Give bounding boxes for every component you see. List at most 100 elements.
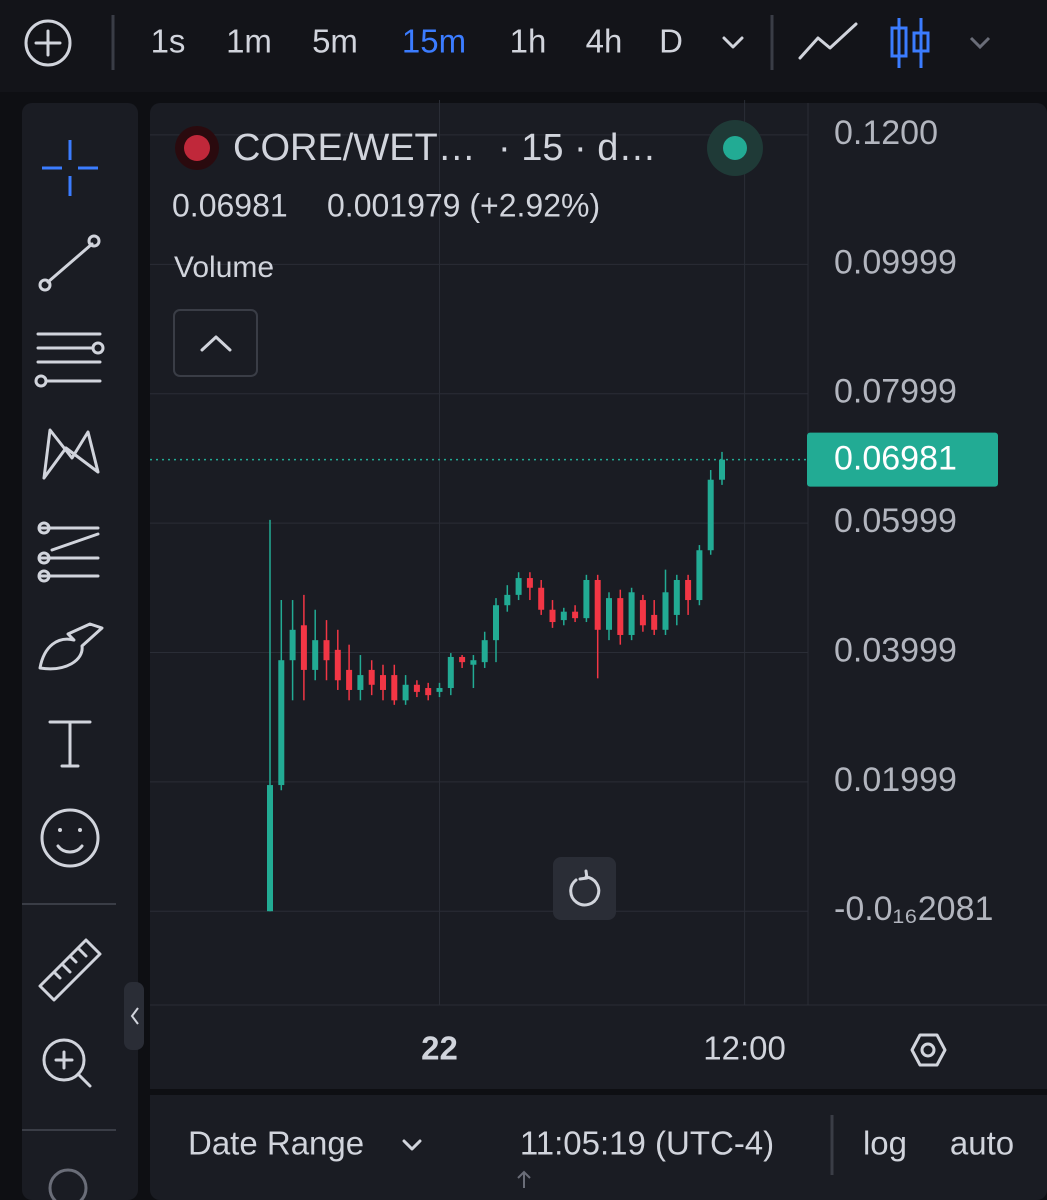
settings-button[interactable] bbox=[910, 1033, 947, 1067]
candle-body bbox=[323, 640, 330, 661]
interval-button[interactable]: 4h bbox=[586, 23, 623, 60]
candle-body bbox=[662, 592, 669, 630]
interval-button[interactable]: 1h bbox=[510, 23, 547, 60]
add-icon bbox=[34, 29, 62, 57]
interval-button[interactable]: 1m bbox=[226, 23, 272, 60]
y-tick-label: 0.01999 bbox=[834, 761, 957, 799]
candle-body bbox=[278, 660, 285, 786]
price-label: 0.06981 bbox=[834, 440, 957, 478]
candle-body bbox=[481, 640, 488, 663]
candle-body bbox=[447, 656, 454, 689]
candle-chart-button[interactable] bbox=[890, 18, 930, 68]
candle-body bbox=[628, 592, 635, 635]
candle-body bbox=[572, 611, 579, 619]
reset-button[interactable] bbox=[553, 857, 616, 920]
tool-icon bbox=[38, 278, 52, 292]
interval-button[interactable]: 1s bbox=[151, 23, 186, 60]
y-tick-label: -0.0₁₆2081 bbox=[834, 890, 993, 928]
ruler-tool[interactable] bbox=[38, 938, 102, 1002]
auto-toggle[interactable]: auto bbox=[950, 1125, 1014, 1162]
tool-icon bbox=[34, 374, 48, 388]
tool-icon bbox=[54, 1050, 92, 1088]
candle-body bbox=[685, 579, 692, 601]
candle-body bbox=[651, 614, 658, 630]
settings-icon bbox=[920, 1042, 936, 1058]
pattern-tool[interactable] bbox=[42, 428, 100, 480]
tool-icon bbox=[40, 808, 100, 868]
tool-icon bbox=[56, 844, 84, 854]
candle-body bbox=[583, 579, 590, 619]
token-logo bbox=[184, 135, 210, 161]
fib-tool[interactable] bbox=[34, 332, 105, 388]
candle-body bbox=[413, 684, 420, 692]
line-chart-button[interactable] bbox=[798, 22, 858, 60]
x-tick-label: 22 bbox=[421, 1030, 458, 1067]
indicator-name: Volume bbox=[174, 251, 274, 284]
clock: 11:05:19 (UTC-4) bbox=[520, 1125, 774, 1162]
candle-body bbox=[312, 640, 319, 670]
tool-icon bbox=[37, 569, 51, 583]
interval-button[interactable]: 5m bbox=[312, 23, 358, 60]
tool-icon bbox=[42, 1038, 86, 1082]
candle-body bbox=[380, 675, 386, 690]
y-tick-label: 0.05999 bbox=[834, 502, 957, 540]
date-range-chevron bbox=[402, 1139, 422, 1151]
candle-body bbox=[560, 611, 567, 621]
emoji-tool[interactable] bbox=[40, 808, 100, 868]
y-tick-label: 0.07999 bbox=[834, 373, 957, 411]
interval-more[interactable] bbox=[722, 36, 744, 49]
candle-body bbox=[639, 600, 646, 626]
interval-button[interactable]: 15m bbox=[402, 23, 466, 60]
candle-body bbox=[719, 459, 725, 480]
y-tick-label: 0.1200 bbox=[834, 114, 938, 152]
legend-toggle[interactable] bbox=[173, 309, 258, 377]
interval-button[interactable]: D bbox=[659, 23, 683, 60]
price-label-box bbox=[807, 432, 998, 487]
add-button[interactable] bbox=[24, 19, 72, 67]
zoom-tool[interactable] bbox=[42, 1038, 92, 1088]
projection-tool[interactable] bbox=[37, 521, 100, 583]
candle-body bbox=[504, 594, 511, 606]
reset-icon bbox=[569, 869, 601, 907]
symbol-meta: · 15 · d… bbox=[498, 127, 656, 169]
candle-body bbox=[617, 598, 624, 635]
collapse-icon bbox=[130, 1007, 139, 1025]
tool-icon bbox=[38, 526, 100, 578]
legend-toggle-icon bbox=[200, 335, 232, 352]
candle-body bbox=[334, 649, 341, 681]
date-range[interactable]: Date Range bbox=[188, 1125, 364, 1162]
candle-body bbox=[289, 629, 296, 661]
candle-body bbox=[300, 625, 307, 670]
trend-line-tool[interactable] bbox=[38, 234, 101, 292]
candle-body bbox=[357, 675, 364, 690]
price-axis: 0.1200 0.09999 0.07999 0.05999 0.03999 0.0199… bbox=[807, 114, 998, 928]
brush-tool[interactable] bbox=[38, 622, 104, 671]
candle-body bbox=[346, 669, 353, 690]
chart-panel bbox=[150, 103, 1047, 1200]
candle-body bbox=[538, 587, 545, 610]
candle-icon bbox=[912, 31, 930, 53]
y-tick-label: 0.09999 bbox=[834, 243, 957, 281]
candle-body bbox=[707, 479, 714, 551]
tool-icon bbox=[87, 234, 101, 248]
text-tool[interactable] bbox=[48, 720, 92, 768]
top-bar bbox=[0, 0, 1047, 92]
collapse-tab[interactable] bbox=[124, 982, 144, 1050]
candle-body bbox=[436, 688, 443, 692]
crosshair-tool[interactable] bbox=[42, 140, 98, 196]
left-toolbar bbox=[22, 103, 138, 1200]
more-tool[interactable] bbox=[48, 1168, 88, 1200]
y-tick-label: 0.03999 bbox=[834, 631, 957, 669]
plot-area bbox=[150, 451, 808, 912]
price-change: 0.001979 (+2.92%) bbox=[327, 187, 600, 223]
chart-type-more[interactable] bbox=[969, 36, 991, 50]
tool-icon bbox=[46, 242, 94, 284]
tool-icon bbox=[91, 341, 105, 355]
candle-body bbox=[594, 579, 601, 630]
tool-icon bbox=[58, 828, 62, 832]
grid bbox=[150, 100, 808, 1005]
candle-body bbox=[267, 785, 273, 912]
log-toggle[interactable]: log bbox=[863, 1125, 907, 1162]
